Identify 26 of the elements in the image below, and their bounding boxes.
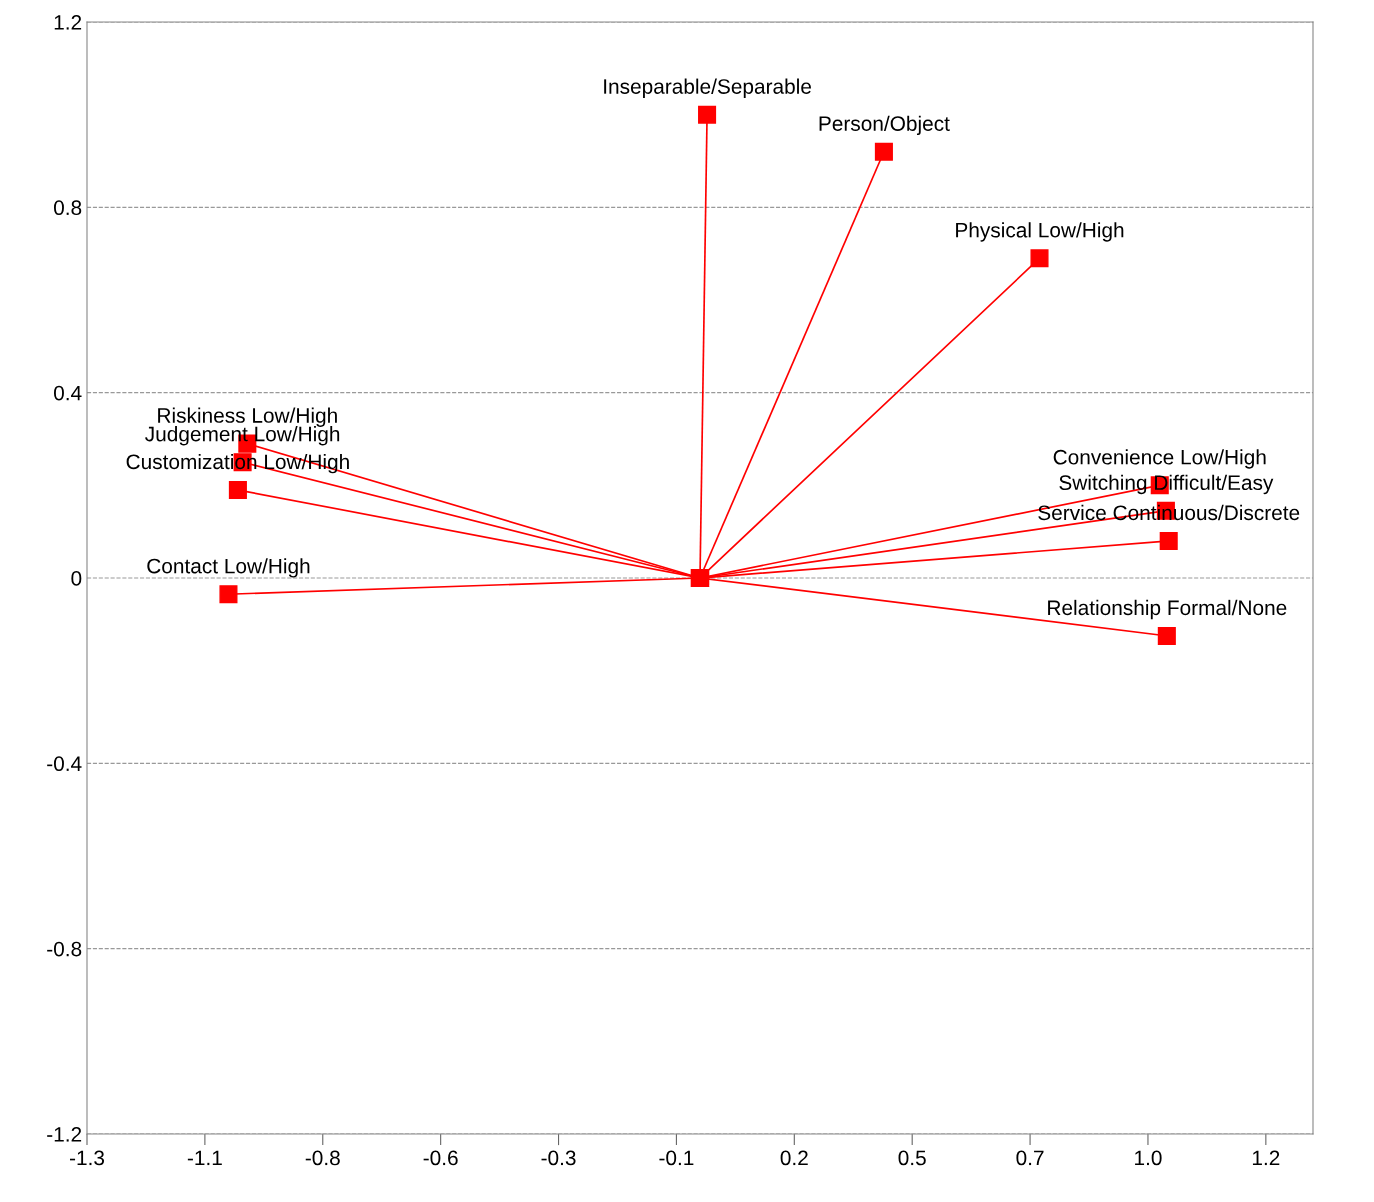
annotation: Person/Object [819, 115, 950, 136]
annotation: Convenience Low/High [1053, 449, 1266, 469]
y-tick-label: -0.8 [47, 941, 82, 957]
annotation: Inseparable/Separable [604, 78, 811, 98]
annotation: Judgement Low/High [145, 426, 340, 446]
x-tick-label: -0.6 [423, 1150, 458, 1166]
annotation: Physical Low/High [956, 222, 1124, 242]
annotation: Contact Low/High [147, 558, 310, 578]
x-tick-label: -0.8 [305, 1150, 340, 1166]
x-tick-label: -0.3 [541, 1150, 576, 1166]
annotation: Relationship Formal/None [1048, 599, 1287, 620]
y-tick-label: 0.8 [53, 200, 82, 216]
y-tick-label: -0.4 [47, 756, 82, 772]
x-tick-label: -0.1 [659, 1150, 694, 1166]
annotation: Riskiness Low/High [158, 407, 337, 427]
y-tick-label: -1.2 [47, 1127, 82, 1142]
y-tick-label: 0.4 [53, 385, 82, 401]
x-tick-label: -1.1 [187, 1150, 222, 1166]
y-tick-label: 0 [71, 571, 82, 586]
x-tick-label: 1.2 [1252, 1150, 1280, 1166]
y-tick-label: 1.2 [54, 15, 82, 30]
x-tick-label: 0.7 [1016, 1150, 1044, 1166]
x-tick-label: 1.0 [1135, 1150, 1162, 1166]
x-tick-label: 0.2 [780, 1150, 808, 1166]
x-tick-label: -1.3 [69, 1150, 105, 1166]
x-tick-label: 0.5 [898, 1150, 926, 1166]
